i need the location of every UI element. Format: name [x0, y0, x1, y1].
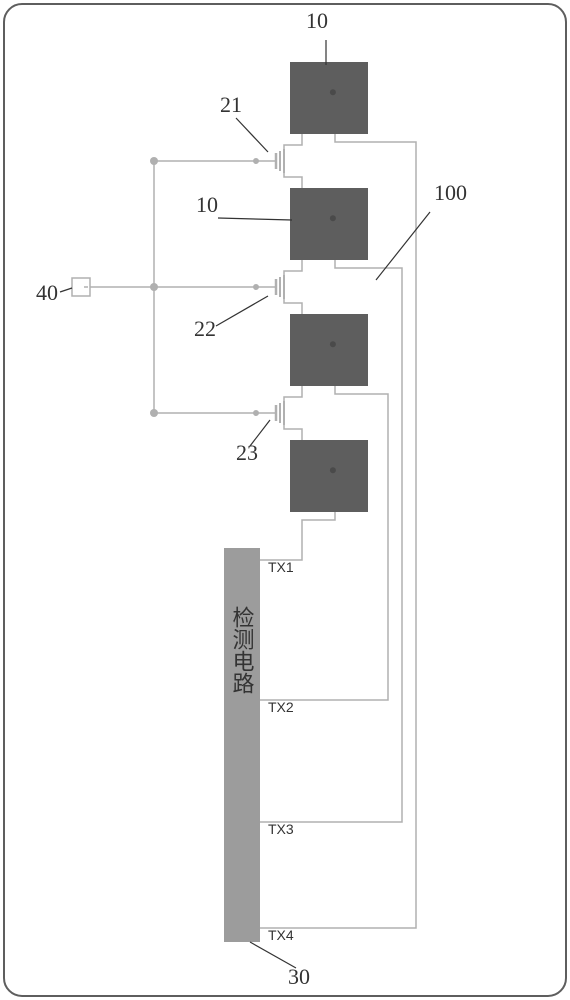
transistor-source-wire [284, 299, 302, 314]
ref-label-40: 40 [36, 280, 58, 305]
leader-line [376, 212, 430, 280]
bus-node-dot [150, 409, 158, 417]
leader-line [236, 118, 268, 152]
circuit-diagram: TX1 TX2 TX3 TX4 检测电路 10 100 21 10 22 23 40 30 [0, 0, 570, 1000]
tx-label-tx1: TX1 [268, 559, 294, 575]
bus-node-dot [150, 157, 158, 165]
ref-label-10: 10 [306, 8, 328, 33]
detector-label: 检测电路 [230, 606, 255, 694]
ref-label-30: 30 [288, 964, 310, 989]
transistor-drain-wire [284, 386, 302, 401]
tx-label-tx3: TX3 [268, 821, 294, 837]
gate-node-dot [253, 158, 259, 164]
sensor-block [290, 62, 368, 134]
sensor-block [290, 314, 368, 386]
leader-line [216, 296, 268, 326]
transistor-source-wire [284, 173, 302, 188]
transistor-drain-wire [284, 134, 302, 149]
transistor-source-wire [284, 425, 302, 440]
ref-label-21: 21 [220, 92, 242, 117]
gate-node-dot [253, 284, 259, 290]
sensor-block-dot [330, 467, 336, 473]
tx-line-tx1 [260, 512, 335, 560]
tx-line-tx2 [260, 386, 388, 700]
ref-label-22: 22 [194, 316, 216, 341]
gate-node-dot [253, 410, 259, 416]
sensor-block-dot [330, 215, 336, 221]
sensor-block-dot [330, 89, 336, 95]
sensor-block [290, 440, 368, 512]
leader-line [60, 288, 72, 292]
tx-label-tx2: TX2 [268, 699, 294, 715]
ref-label-100: 100 [434, 180, 467, 205]
sensor-block [290, 188, 368, 260]
tx-label-tx4: TX4 [268, 927, 294, 943]
transistor-drain-wire [284, 260, 302, 275]
ref-label-10: 10 [196, 192, 218, 217]
sensor-block-dot [330, 341, 336, 347]
ref-label-23: 23 [236, 440, 258, 465]
leader-line [218, 218, 292, 220]
